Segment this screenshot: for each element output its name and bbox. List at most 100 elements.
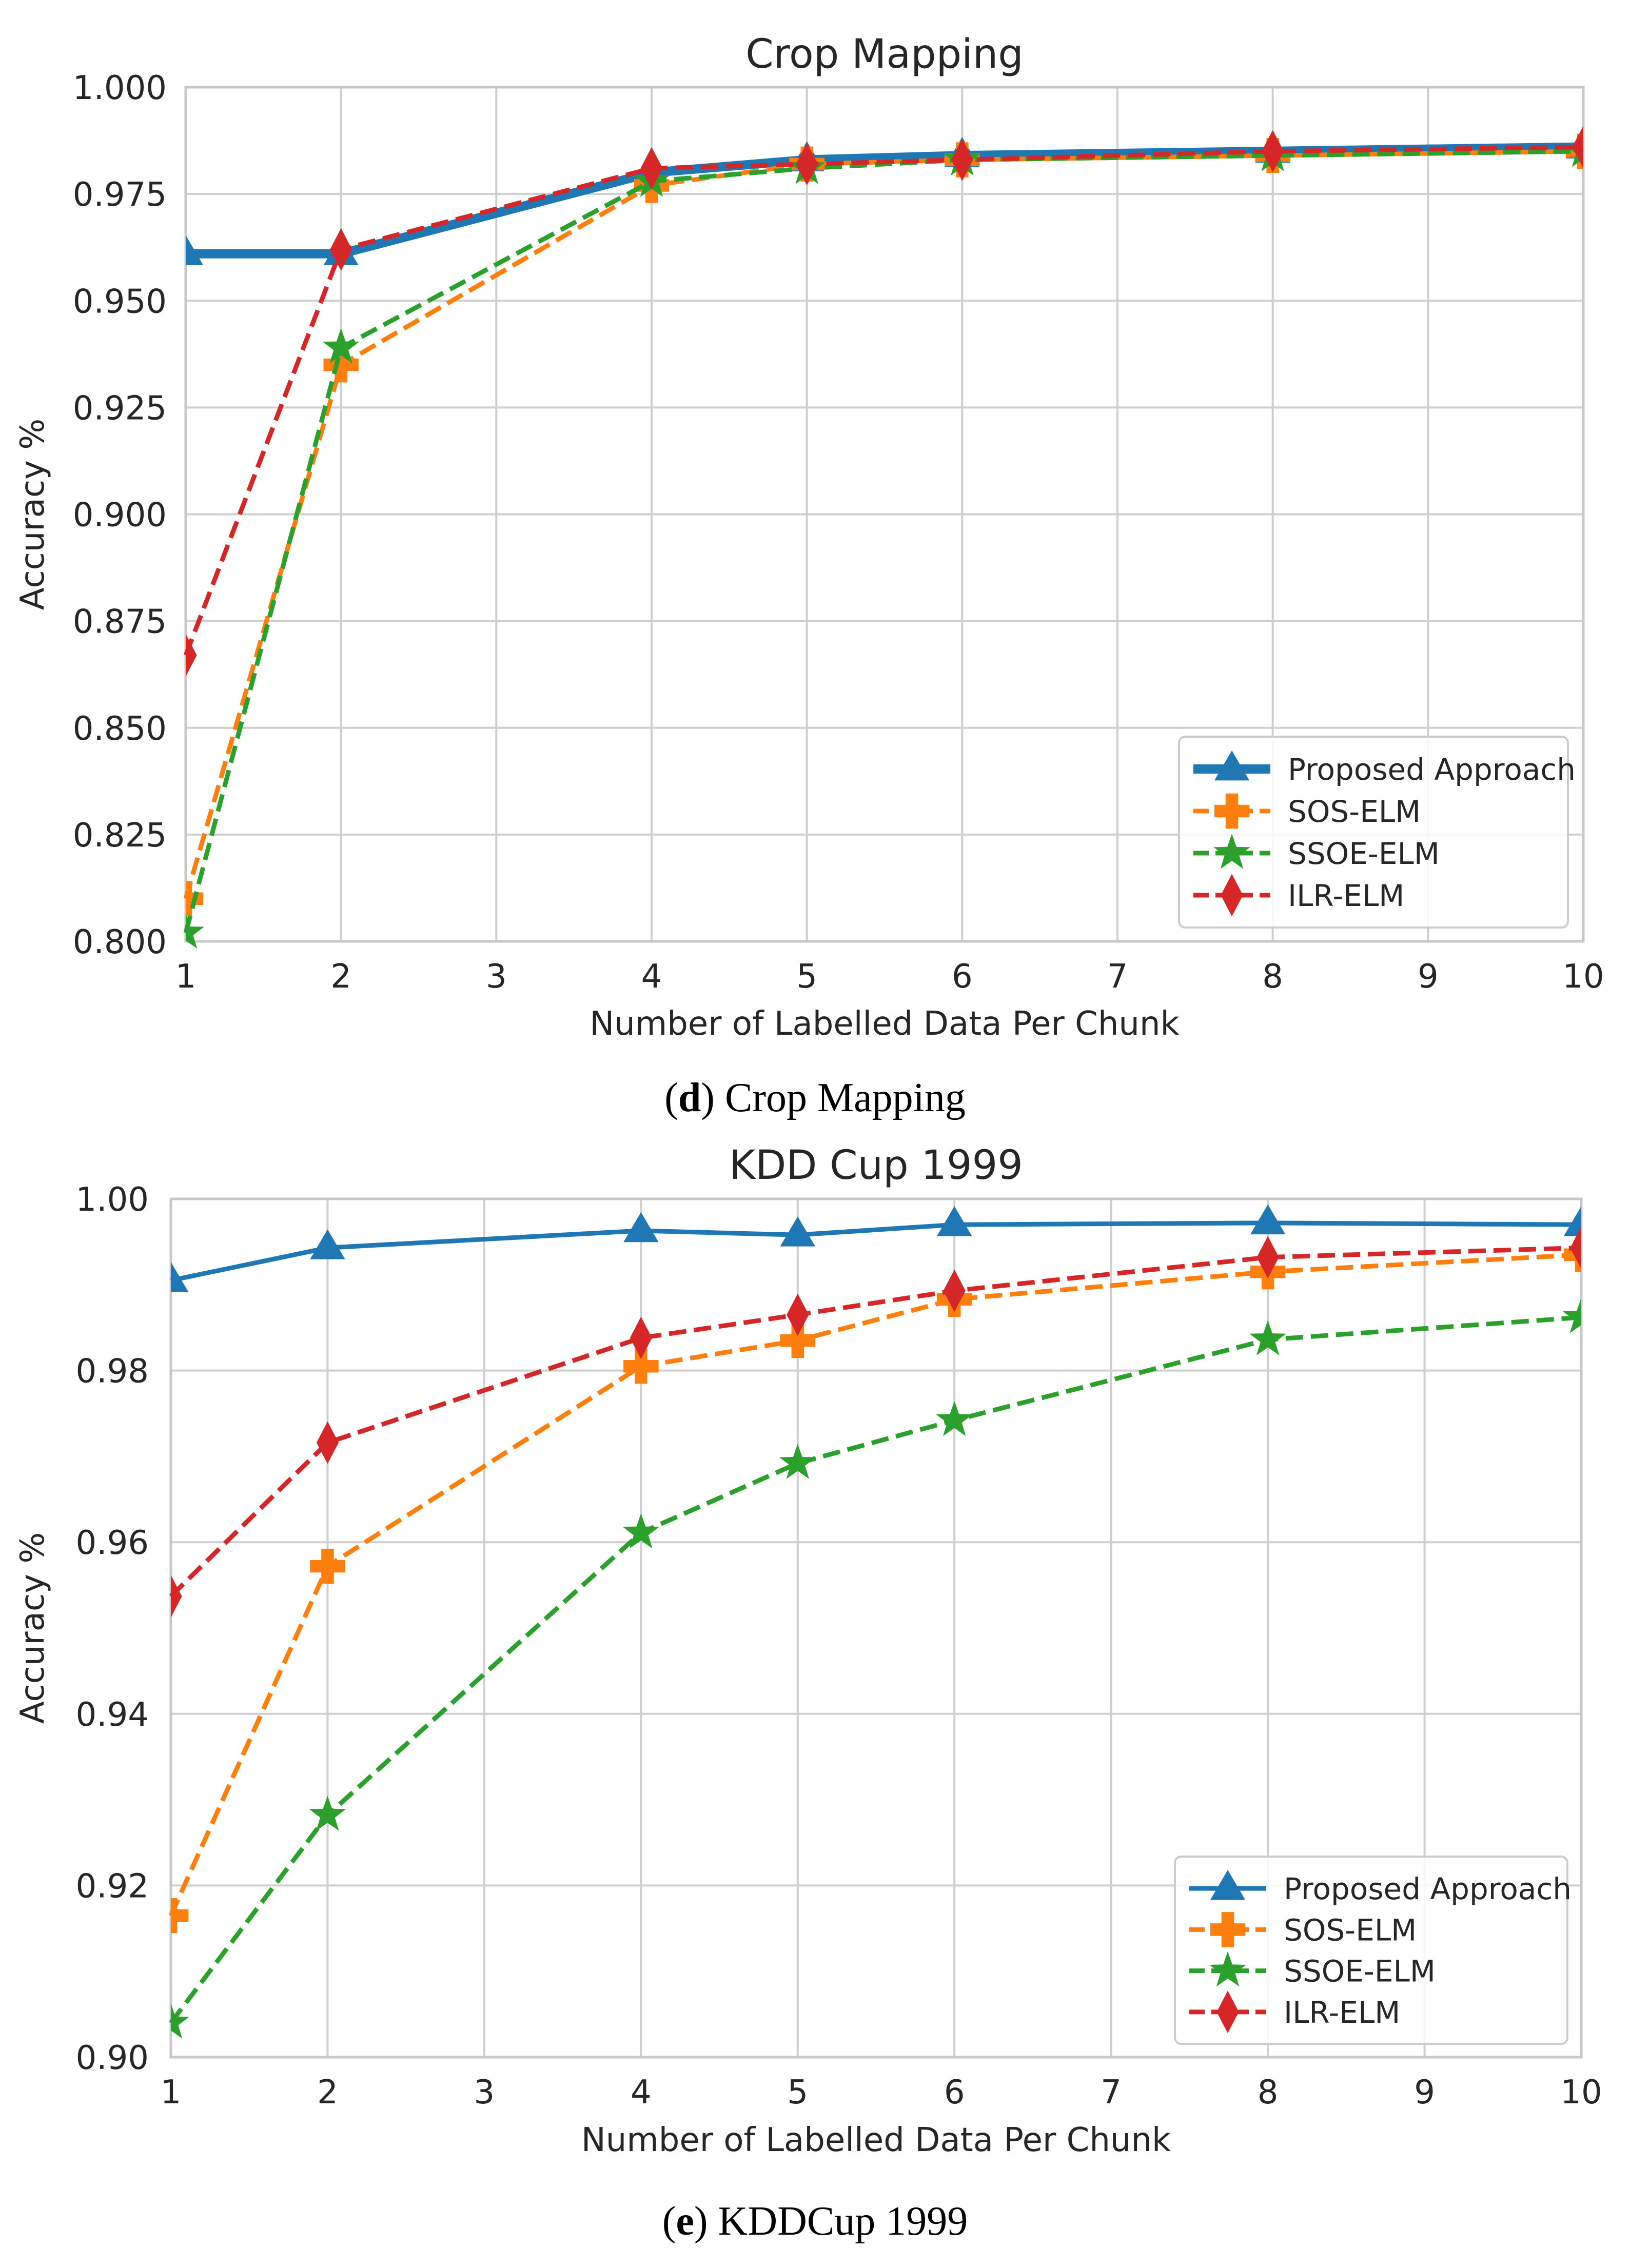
data-point: [780, 1323, 815, 1358]
y-tick-label: 0.925: [73, 389, 167, 427]
legend-label: Proposed Approach: [1288, 752, 1576, 787]
x-tick-label: 4: [641, 958, 662, 996]
y-axis-label: Accuracy %: [14, 1532, 52, 1724]
x-tick-label: 3: [474, 2074, 495, 2112]
data-point: [951, 139, 973, 181]
legend-marker: [1210, 1912, 1246, 1947]
x-tick-label: 5: [796, 958, 817, 996]
series-line: [169, 1245, 1582, 1598]
data-point: [936, 1401, 973, 1436]
data-point: [1250, 1204, 1286, 1235]
data-point: [1249, 1320, 1287, 1355]
caption-e-text: KDDCup 1999: [708, 2199, 968, 2244]
y-tick-label: 0.900: [73, 497, 167, 535]
x-tick-label: 9: [1418, 958, 1439, 996]
data-point: [186, 881, 204, 916]
y-tick-label: 0.950: [73, 283, 167, 321]
y-tick-label: 1.000: [73, 69, 167, 107]
x-tick-label: 7: [1107, 958, 1128, 996]
data-point: [323, 347, 359, 383]
y-tick-label: 0.92: [76, 1867, 149, 1905]
x-tick-label: 4: [631, 2074, 652, 2112]
legend: Proposed Approach SOS-ELM SSOE-ELM ILR-ELM: [1178, 736, 1576, 929]
data-point: [330, 228, 352, 271]
y-tick-label: 0.94: [76, 1696, 149, 1734]
legend-box: [1178, 736, 1569, 929]
y-tick-label: 0.98: [76, 1353, 149, 1391]
legend-label: ILR-ELM: [1288, 878, 1404, 913]
data-point: [186, 634, 197, 677]
legend-marker: [1213, 834, 1250, 869]
legend-label: ILR-ELM: [1284, 1995, 1400, 2030]
y-tick-label: 0.800: [73, 923, 167, 961]
data-point: [322, 328, 360, 364]
series-line: [168, 1252, 1582, 1917]
x-tick-label: 10: [1560, 2074, 1602, 2112]
legend-label: SSOE-ELM: [1284, 1954, 1436, 1989]
data-point: [787, 1293, 809, 1336]
legend: Proposed Approach SOS-ELM SSOE-ELM ILR-ELM: [1174, 1856, 1572, 2045]
legend-marker: [1214, 751, 1250, 781]
data-point: [630, 1316, 652, 1359]
data-point: [1572, 126, 1583, 168]
y-tick-label: 0.875: [73, 603, 167, 641]
chart-crop-mapping: 1 2 3 4 5 6 7 8 9 10 0.800 0.825 0.850 0.875 0.900 0.92…: [14, 31, 1604, 1043]
x-tick-label: 1: [175, 958, 197, 996]
legend-label: Proposed Approach: [1284, 1871, 1572, 1906]
series-proposed-approach: [170, 1204, 1582, 1292]
series-line: [170, 1220, 1582, 1283]
series-ilr-elm: [183, 126, 1584, 677]
legend-box: [1174, 1856, 1568, 2045]
chart-title: Crop Mapping: [745, 31, 1024, 77]
plot-frame: [169, 1197, 1583, 2059]
x-tick-label: 8: [1258, 2074, 1279, 2112]
data-point: [171, 2003, 189, 2039]
caption-d-letter: d: [678, 1075, 701, 1120]
data-point: [310, 1229, 345, 1259]
x-tick-label: 10: [1562, 958, 1604, 996]
x-axis-label: Number of Labelled Data Per Chunk: [590, 1005, 1179, 1043]
chart-kdd-cup-1999: 1 2 3 4 5 6 7 8 9 10 0.90 0.92 0.94 0.96 0.98 1.00 KDD C…: [14, 1142, 1602, 2159]
data-point: [1570, 1226, 1581, 1269]
legend-label: SOS-ELM: [1284, 1912, 1417, 1947]
x-tick-label: 6: [952, 958, 973, 996]
data-point: [640, 147, 663, 190]
x-tick-label: 7: [1101, 2074, 1122, 2112]
caption-d-text: Crop Mapping: [714, 1075, 966, 1120]
x-tick-label: 1: [161, 2074, 182, 2112]
data-point: [622, 1513, 660, 1549]
data-point: [171, 1898, 189, 1934]
legend-marker: [1214, 793, 1250, 829]
x-tick-label: 9: [1414, 2074, 1435, 2112]
y-axis-label: Accuracy %: [14, 419, 52, 610]
data-point: [623, 1212, 659, 1243]
data-point: [186, 913, 204, 949]
data-point: [186, 235, 204, 265]
data-point: [316, 1421, 339, 1464]
x-axis-label: Number of Labelled Data Per Chunk: [581, 2121, 1171, 2159]
y-tick-label: 0.96: [76, 1524, 149, 1562]
series-line: [183, 145, 1584, 656]
x-tick-label: 5: [787, 2074, 808, 2112]
data-point: [171, 1575, 182, 1618]
data-point: [623, 1349, 659, 1384]
legend-marker: [1216, 1990, 1239, 2034]
legend-label: SOS-ELM: [1288, 794, 1421, 829]
data-point: [1256, 1236, 1279, 1279]
legend-marker: [1221, 874, 1243, 917]
y-tick-label: 1.00: [76, 1181, 149, 1219]
y-tick-label: 0.90: [76, 2039, 149, 2077]
y-tick-label: 0.850: [73, 710, 167, 748]
series-ilr-elm: [169, 1226, 1582, 1618]
x-tick-label: 8: [1262, 958, 1283, 996]
x-tick-label: 6: [944, 2074, 965, 2112]
y-tick-label: 0.975: [73, 176, 167, 214]
caption-e: (e) KDDCup 1999: [662, 2199, 968, 2244]
data-point: [309, 1796, 346, 1831]
data-point: [937, 1206, 972, 1236]
series-ssoe-elm: [169, 1298, 1582, 2039]
legend-label: SSOE-ELM: [1288, 836, 1440, 871]
caption-e-letter: e: [676, 2199, 694, 2244]
caption-d: (d) Crop Mapping: [664, 1075, 966, 1120]
